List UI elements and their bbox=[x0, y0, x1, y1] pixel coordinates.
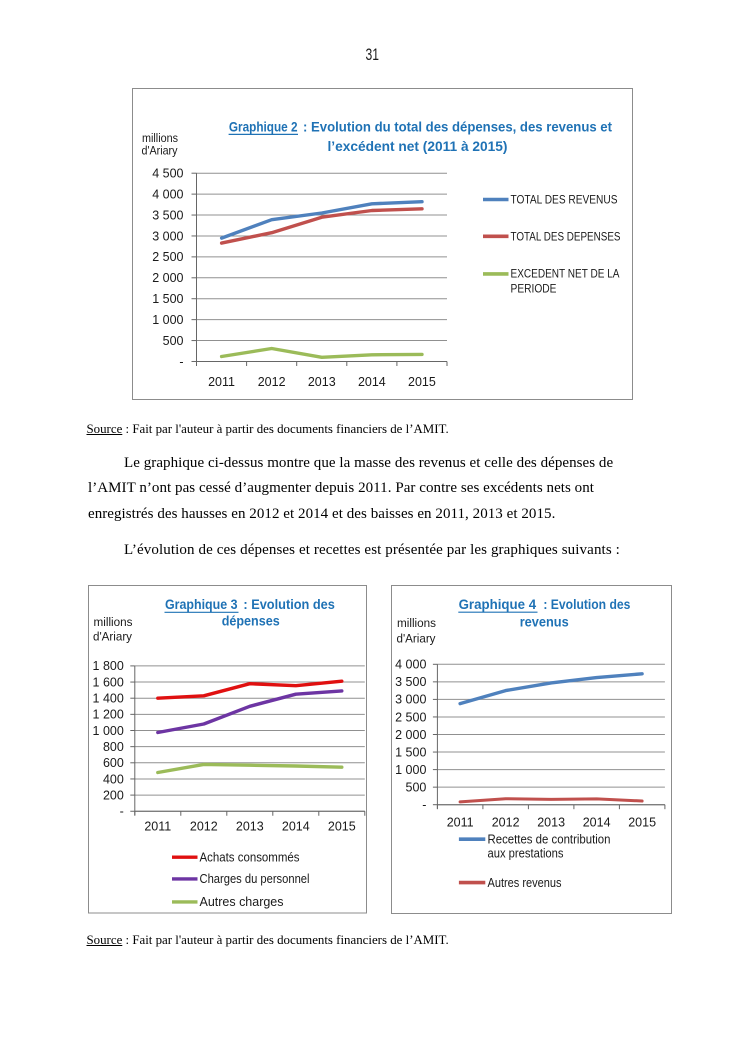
svg-text:2013: 2013 bbox=[537, 816, 565, 830]
svg-text:TOTAL DES DEPENSES: TOTAL DES DEPENSES bbox=[511, 230, 621, 243]
svg-text:2015: 2015 bbox=[408, 375, 436, 389]
svg-text:200: 200 bbox=[103, 788, 124, 802]
svg-text:2012: 2012 bbox=[258, 375, 286, 389]
svg-text:31: 31 bbox=[366, 45, 380, 64]
svg-text:3 000: 3 000 bbox=[395, 693, 426, 707]
svg-text:4 000: 4 000 bbox=[395, 658, 426, 672]
svg-text:aux prestations: aux prestations bbox=[488, 846, 564, 861]
svg-text:2 500: 2 500 bbox=[152, 250, 183, 264]
svg-text:2014: 2014 bbox=[282, 820, 310, 834]
svg-text:500: 500 bbox=[406, 780, 427, 794]
svg-text:1 500: 1 500 bbox=[152, 292, 183, 306]
svg-text:1 500: 1 500 bbox=[395, 745, 426, 759]
svg-text:d'Ariary: d'Ariary bbox=[142, 144, 179, 158]
svg-text:millions: millions bbox=[142, 131, 178, 145]
svg-text:2011: 2011 bbox=[208, 375, 235, 389]
svg-text:Achats consommés: Achats consommés bbox=[200, 850, 300, 865]
svg-text:-: - bbox=[179, 355, 183, 369]
svg-text:2 000: 2 000 bbox=[152, 271, 183, 285]
svg-text:dépenses: dépenses bbox=[222, 613, 280, 629]
svg-text:1 400: 1 400 bbox=[93, 692, 124, 706]
svg-text:400: 400 bbox=[103, 772, 124, 786]
svg-text:3 500: 3 500 bbox=[152, 208, 183, 222]
svg-text:Autres revenus: Autres revenus bbox=[488, 875, 562, 890]
svg-text:-: - bbox=[422, 798, 426, 812]
svg-text:2011: 2011 bbox=[144, 820, 171, 834]
svg-text:2014: 2014 bbox=[358, 375, 386, 389]
svg-text:2 000: 2 000 bbox=[395, 728, 426, 742]
svg-text:3 000: 3 000 bbox=[152, 229, 183, 243]
svg-text:1 200: 1 200 bbox=[93, 708, 124, 722]
svg-text:2015: 2015 bbox=[328, 820, 356, 834]
svg-text:1 000: 1 000 bbox=[152, 313, 183, 327]
svg-text:500: 500 bbox=[163, 334, 184, 348]
svg-text:600: 600 bbox=[103, 756, 124, 770]
svg-text:3 500: 3 500 bbox=[395, 675, 426, 689]
svg-text:4 500: 4 500 bbox=[152, 167, 183, 181]
svg-text:Charges du personnel: Charges du personnel bbox=[200, 871, 310, 886]
svg-text:d'Ariary: d'Ariary bbox=[397, 632, 437, 646]
svg-text:1 600: 1 600 bbox=[93, 675, 124, 689]
svg-text:2 500: 2 500 bbox=[395, 710, 426, 724]
svg-text:revenus: revenus bbox=[520, 614, 569, 630]
svg-text:millions: millions bbox=[397, 616, 436, 630]
svg-text:TOTAL DES REVENUS: TOTAL DES REVENUS bbox=[511, 194, 618, 207]
svg-text:2012: 2012 bbox=[190, 820, 218, 834]
svg-text:: Evolution des: : Evolution des bbox=[543, 596, 630, 612]
svg-text:2013: 2013 bbox=[236, 820, 264, 834]
svg-text:: Evolution des: : Evolution des bbox=[243, 596, 335, 612]
svg-text:millions: millions bbox=[94, 615, 133, 629]
svg-text:-: - bbox=[120, 805, 124, 819]
svg-text:2012: 2012 bbox=[492, 816, 520, 830]
svg-text:1 000: 1 000 bbox=[93, 724, 124, 738]
svg-text:2013: 2013 bbox=[308, 375, 336, 389]
svg-text:1 800: 1 800 bbox=[93, 659, 124, 673]
svg-text:4 000: 4 000 bbox=[152, 187, 183, 201]
svg-text:d'Ariary: d'Ariary bbox=[93, 630, 133, 644]
svg-text:: Evolution du total des dépen: : Evolution du total des dépenses, des r… bbox=[303, 119, 612, 135]
svg-text:Autres charges: Autres charges bbox=[200, 894, 284, 909]
svg-text:2011: 2011 bbox=[447, 816, 474, 830]
svg-text:Graphique 4: Graphique 4 bbox=[459, 596, 537, 612]
svg-text:2014: 2014 bbox=[583, 816, 611, 830]
svg-text:800: 800 bbox=[103, 740, 124, 754]
svg-text:2015: 2015 bbox=[628, 816, 656, 830]
svg-text:l’excédent net (2011 à 2015): l’excédent net (2011 à 2015) bbox=[328, 138, 508, 154]
svg-text:PERIODE: PERIODE bbox=[511, 283, 557, 296]
svg-text:1 000: 1 000 bbox=[395, 763, 426, 777]
svg-text:Graphique 2: Graphique 2 bbox=[229, 119, 298, 135]
svg-text:EXCEDENT NET DE LA: EXCEDENT NET DE LA bbox=[511, 268, 620, 281]
svg-text:Recettes de contribution: Recettes de contribution bbox=[488, 832, 611, 847]
svg-text:Graphique 3: Graphique 3 bbox=[165, 596, 238, 612]
